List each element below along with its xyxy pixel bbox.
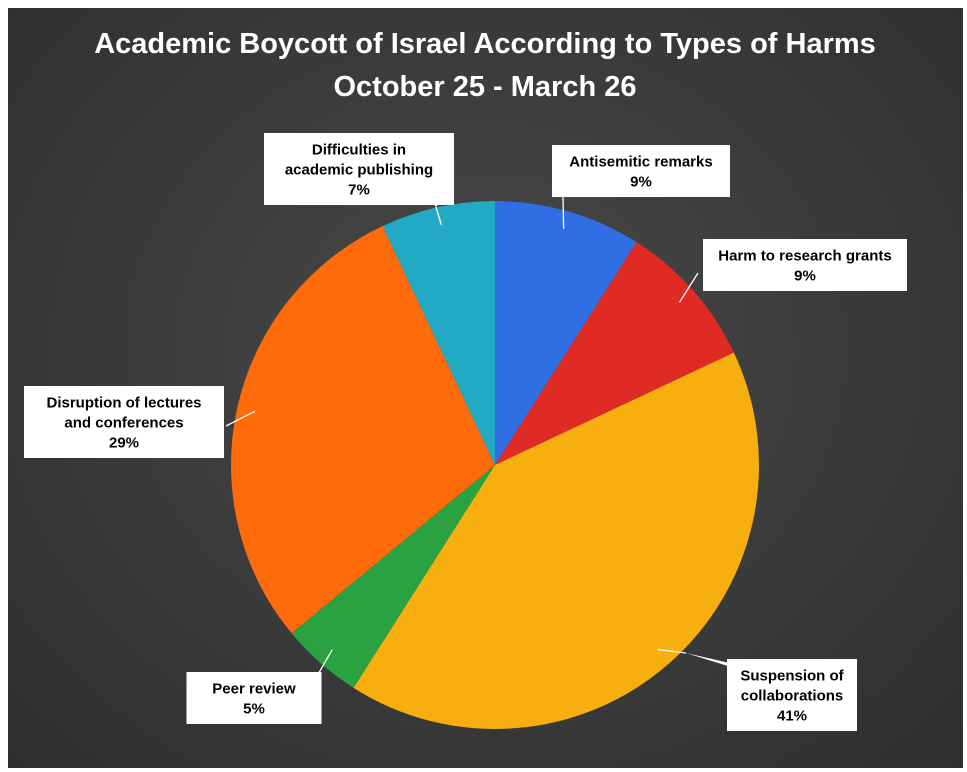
slice-label-box-4: [186, 672, 322, 724]
pie-slice-3: [353, 352, 760, 730]
slice-label-1: Antisemitic remarks 9%: [552, 145, 730, 229]
leader-line-2: [678, 272, 699, 303]
slice-label-text: Suspension of: [740, 668, 844, 685]
slice-label-pointer-1: [556, 189, 572, 197]
slice-label-2: Harm to research grants 9%: [678, 239, 907, 303]
slice-value-label: 9%: [630, 174, 652, 191]
chart-frame: Academic Boycott of Israel According to …: [8, 8, 963, 768]
leader-line-6: [435, 206, 442, 226]
slice-label-text: Harm to research grants: [718, 248, 891, 265]
slice-label-pointer-3: [686, 653, 747, 667]
leader-line-5: [225, 410, 256, 427]
chart-subtitle: October 25 - March 26: [334, 71, 637, 103]
slice-value-label: 41%: [777, 708, 807, 725]
slice-label-text: Difficulties in: [312, 142, 406, 159]
slice-value-label: 7%: [348, 182, 370, 199]
slice-label-pointer-6: [428, 197, 444, 207]
leader-line-1: [562, 196, 565, 229]
pie-slice-4: [291, 465, 495, 688]
slice-label-box-6: [264, 133, 454, 205]
slice-label-box-1: [552, 145, 730, 197]
slice-label-box-2: [703, 239, 907, 291]
slice-label-4: Peer review 5%: [186, 649, 333, 724]
pie-slice-6: [382, 201, 495, 465]
slice-value-label: 9%: [794, 268, 816, 285]
slice-label-5: Disruption of lectures and conferences 29%: [24, 386, 256, 458]
slice-value-label: 29%: [109, 435, 139, 452]
slice-label-text: Antisemitic remarks: [569, 154, 712, 171]
slice-label-text: and conferences: [64, 415, 183, 432]
slice-label-text: Disruption of lectures: [46, 395, 201, 412]
pie-chart: Academic Boycott of Israel According to …: [24, 28, 907, 731]
pie-slices: [231, 201, 760, 730]
slice-label-box-5: [24, 386, 224, 458]
slice-label-text: Peer review: [212, 681, 296, 698]
slice-label-3: Suspension of collaborations 41%: [657, 648, 857, 731]
leader-line-3: [657, 648, 687, 654]
slice-label-text: collaborations: [741, 688, 844, 705]
slice-label-6: Difficulties in academic publishing 7%: [264, 133, 454, 226]
pie-slice-5: [231, 226, 495, 634]
chart-title: Academic Boycott of Israel According to …: [94, 28, 876, 60]
pie-slice-1: [495, 201, 637, 465]
slice-value-label: 5%: [243, 701, 265, 718]
slice-label-text: academic publishing: [285, 162, 433, 179]
pie-slice-2: [495, 242, 734, 465]
slice-label-box-3: [727, 659, 857, 731]
